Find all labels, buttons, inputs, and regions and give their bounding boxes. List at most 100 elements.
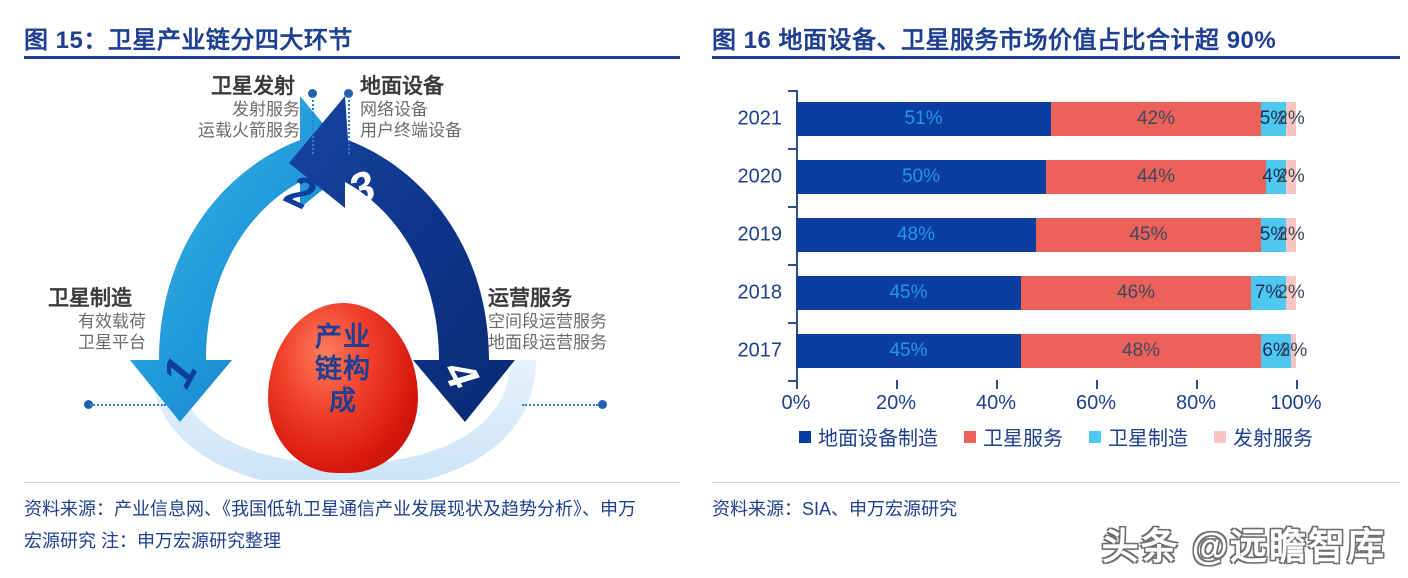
bar-segment-地面设备制造[interactable]: 45% [796,334,1021,368]
bar-segment-label: 7% [1254,282,1283,303]
legend-item-卫星服务[interactable]: 卫星服务 [964,422,1063,451]
right-figure-title: 图 16 地面设备、卫星服务市场价值占比合计超 90% [712,27,1277,54]
left-figure-title: 图 15：卫星产业链分四大环节 [24,27,353,54]
arc-bottom [150,360,536,480]
bar-segment-卫星服务[interactable]: 48% [1021,334,1261,368]
bar-row[interactable]: 2017 45% 48% 6% 2% [738,334,1307,368]
arrow-cyan [130,96,356,422]
bar-segment-发射服务[interactable]: 2% [1277,160,1305,194]
diagram-arrows [130,96,536,480]
bar-segment-卫星服务[interactable]: 46% [1021,276,1251,310]
node-heading-satellite-launch: 卫星发射 [211,75,295,98]
y-axis-tick [788,264,796,266]
value-chain-diagram: 1 2 3 4 产业 链构 成 卫星发射 发射服务 运 [0,60,704,480]
x-axis-label-40%: 40% [975,392,1017,414]
plot-area: 2021 51% 42% 5% 2% 2020 50% 44% 4% 2% 2019 48% 45% 5%… [738,90,1307,380]
bar-row[interactable]: 2021 51% 42% 5% 2% [738,102,1305,136]
bar-segment-label: 48% [1121,340,1161,361]
y-axis-label-2020: 2020 [737,165,783,188]
legend-swatch [964,430,976,443]
bar-segment-卫星制造[interactable]: 5% [1259,102,1288,136]
connector-dot-operation [598,400,607,409]
connector-dot-launch [308,89,317,98]
bar-segment-label: 2% [1277,224,1305,245]
bar-segment-label: 6% [1262,340,1290,361]
legend-item-发射服务[interactable]: 发射服务 [1214,422,1313,451]
bar-row[interactable]: 2020 50% 44% 4% 2% [738,160,1305,194]
x-axis-label-60%: 60% [1075,392,1117,414]
right-footer-rule [712,482,1400,483]
connector-line-ground [348,96,350,154]
y-axis-label-2018: 2018 [737,281,783,304]
y-axis-tick [788,322,796,324]
node-sub-line: 网络设备 [360,100,428,119]
connector-line-manufacturing [90,404,166,406]
y-axis-label-2021: 2021 [737,107,783,130]
node-sub-line: 用户终端设备 [360,120,462,140]
bar-segment-发射服务[interactable]: 2% [1277,276,1305,310]
bar-segment-发射服务[interactable]: 2% [1280,334,1307,368]
y-axis-tick [788,380,796,382]
node-sub-ground-equipment: 网络设备 用户终端设备 [360,100,462,141]
connector-line-launch [312,96,314,154]
bar-segment-label: 50% [901,166,941,187]
x-axis-tick [796,380,798,389]
bar-segment-label: 42% [1136,108,1176,129]
y-axis-label-2017: 2017 [737,339,783,362]
node-sub-line: 有效载荷 [78,312,146,331]
y-axis-tick [788,90,796,92]
bar-segment-label: 45% [1129,224,1168,245]
bar-segment-label: 2% [1277,282,1305,303]
bar-segment-label: 45% [889,340,928,361]
bar-segment-label: 2% [1277,166,1305,187]
bar-segment-发射服务[interactable]: 2% [1277,102,1305,136]
center-line-2: 链构 [315,353,371,384]
node-heading-ground-equipment: 地面设备 [360,75,444,98]
bar-segment-label: 5% [1259,224,1288,245]
legend-swatch [799,430,811,443]
bar-segment-label: 46% [1116,282,1156,303]
x-axis-label-20%: 20% [875,392,917,414]
bar-segment-卫星服务[interactable]: 44% [1046,160,1266,194]
chart-legend: 地面设备制造 卫星服务 卫星制造 发射服务 [704,422,1408,451]
bar-segment-label: 48% [896,224,936,245]
x-axis-label-100%: 100% [1270,392,1322,414]
bar-segment-label: 2% [1279,340,1308,361]
node-sub-line: 地面段运营服务 [488,332,607,352]
bar-segment-地面设备制造[interactable]: 51% [796,102,1051,136]
bar-row[interactable]: 2019 48% 45% 5% 2% [738,218,1305,252]
bar-segment-卫星制造[interactable]: 4% [1262,160,1290,194]
bar-segment-地面设备制造[interactable]: 45% [796,276,1021,310]
bar-segment-地面设备制造[interactable]: 48% [796,218,1036,252]
right-figure-panel: 图 16 地面设备、卫星服务市场价值占比合计超 90% 2021 51% 42% 5%… [704,0,1408,578]
bar-segment-卫星制造[interactable]: 5% [1259,218,1288,252]
connector-dot-ground [344,89,353,98]
y-axis-label-2019: 2019 [737,223,783,246]
arrow-navy [289,96,515,422]
bar-segment-label: 5% [1259,108,1288,129]
legend-item-卫星制造[interactable]: 卫星制造 [1089,422,1188,451]
bar-segment-发射服务[interactable]: 2% [1277,218,1305,252]
bar-segment-卫星服务[interactable]: 45% [1036,218,1261,252]
node-sub-line: 运载火箭服务 [198,120,300,140]
y-axis-tick [788,148,796,150]
x-axis-tick [896,380,898,389]
x-axis-tick [996,380,998,389]
bar-segment-卫星制造[interactable]: 6% [1261,334,1291,368]
left-source-note: 资料来源：产业信息网、《我国低轨卫星通信产业发展现状及趋势分析》、申万宏源研究 … [24,499,636,551]
legend-label: 卫星制造 [1108,428,1188,450]
x-axis-ticks: 0% 20% 40% 60% 80% 100% [782,380,1322,414]
market-share-stacked-bar-chart: 2021 51% 42% 5% 2% 2020 50% 44% 4% 2% 2019 48% 45% 5%… [704,62,1408,472]
bar-segment-地面设备制造[interactable]: 50% [796,160,1046,194]
bar-row[interactable]: 2018 45% 46% 7% 2% [738,276,1305,310]
bar-segment-卫星服务[interactable]: 42% [1051,102,1261,136]
left-footer-rule [24,482,680,483]
x-axis-tick [1296,380,1298,389]
legend-item-地面设备制造[interactable]: 地面设备制造 [799,422,938,451]
legend-label: 发射服务 [1233,428,1313,450]
bar-segment-卫星制造[interactable]: 7% [1251,276,1286,310]
connector-dot-manufacturing [84,400,93,409]
node-sub-line: 卫星平台 [78,332,146,352]
watermark: 头条 @远瞻智库 [1101,526,1386,567]
